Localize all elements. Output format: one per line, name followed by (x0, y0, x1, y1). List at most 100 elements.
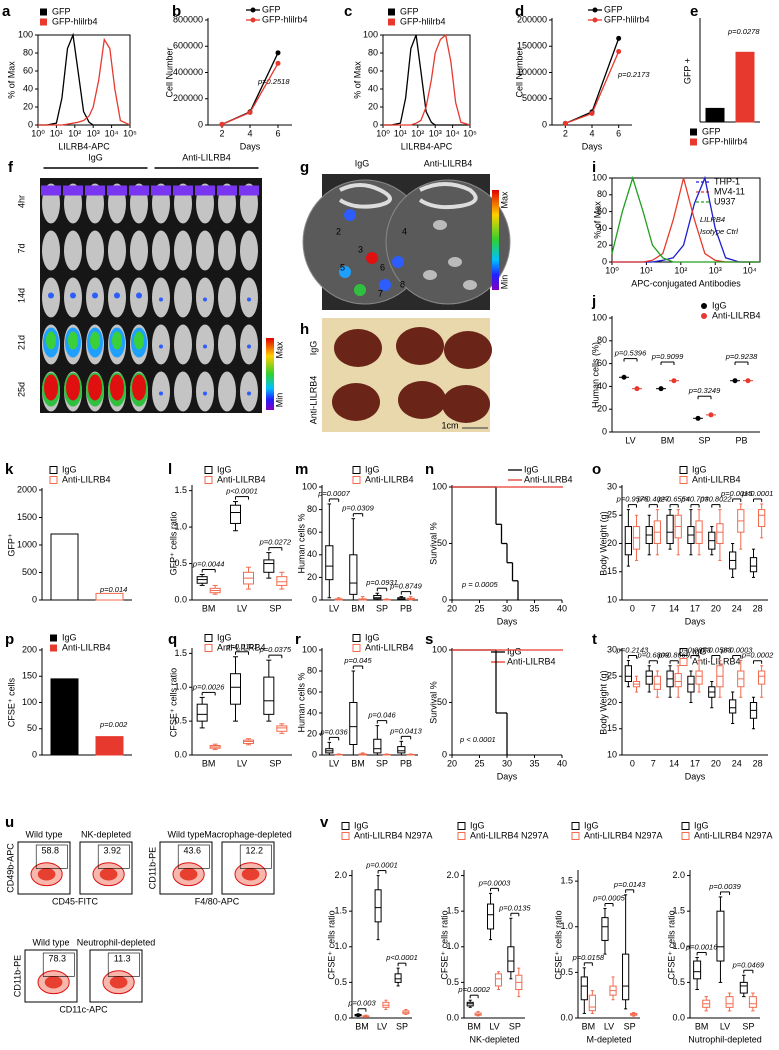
column-label: Anti-LILRB4 (182, 152, 231, 162)
color-scale (492, 190, 499, 290)
p-value: p=0.0044 (192, 559, 225, 568)
x-category-label: LV (720, 1021, 730, 1031)
mean-dot (745, 378, 751, 384)
y-axis-label: GFP + (682, 58, 692, 84)
plot-frame (382, 34, 471, 126)
x-tick-label: 30 (502, 603, 512, 613)
x-category-label: 14 (669, 758, 679, 768)
mouse (174, 230, 192, 271)
legend-swatch (204, 644, 213, 652)
y-tick-label: 60 (368, 65, 378, 75)
y-axis-label: Cell Number (164, 47, 174, 97)
organ-signal (379, 279, 391, 291)
legend-swatch (341, 822, 350, 830)
y-tick-label: 10 (607, 594, 617, 604)
panel-letter: f (8, 159, 14, 176)
box (325, 545, 334, 581)
p-value: p<0.0001 (741, 489, 774, 498)
p-value: p=0.036 (319, 727, 348, 736)
mouse (108, 230, 126, 271)
y-tick-label: 400000 (173, 67, 203, 77)
y-tick-label: 100 (18, 29, 33, 39)
dish (385, 179, 511, 305)
signal (66, 374, 80, 401)
p-value: p=0.6809 (637, 651, 670, 660)
box (196, 703, 208, 722)
legend-label: Anti-LILRB4 (692, 656, 741, 666)
legend-label: Anti-LILRB4 (507, 656, 556, 666)
point (562, 120, 568, 126)
organ-number: 7 (378, 288, 383, 298)
p-value: p=0.4027 (637, 495, 670, 504)
signal (247, 344, 251, 349)
mouse (174, 371, 192, 412)
flow-y-label: CD11b-PE (12, 955, 22, 997)
panel-letter: v (320, 814, 329, 831)
x-tick-label: 10⁰ (376, 128, 390, 138)
legend-label: GFP (604, 4, 623, 14)
intestine (338, 183, 392, 209)
panel-letter: r (295, 631, 301, 648)
p-value: p=0.9575 (616, 495, 649, 504)
organ-number: 6 (380, 262, 385, 272)
y-tick-label: 25 (607, 671, 617, 681)
x-category-label: 7 (651, 758, 656, 768)
y-tick-label: 100 (432, 644, 447, 654)
panel-letter: g (300, 159, 309, 176)
legend-label: Anti-LILRB4 (62, 642, 111, 652)
legend-label: U937 (714, 196, 736, 206)
y-tick-label: 0 (312, 749, 317, 759)
legend-label: GFP (400, 6, 419, 16)
x-category-label: BM (695, 1021, 709, 1031)
p-value: p=0.8749 (389, 582, 422, 591)
box (263, 559, 275, 573)
x-tick-label: 25 (474, 603, 484, 613)
x-axis-label: APC-conjugated Antibodies (631, 278, 741, 288)
x-category-label: 24 (732, 603, 742, 613)
gate-value: 43.6 (183, 845, 201, 855)
legend-swatch (352, 644, 361, 652)
box (349, 702, 358, 745)
row-label: 21d (16, 335, 26, 350)
signal (92, 292, 98, 299)
y-axis-label: GFP⁺ (6, 533, 16, 557)
legend-label: IgG (712, 300, 727, 310)
x-category-label: 0 (630, 758, 635, 768)
panel-letter: i (592, 159, 596, 176)
mouse (64, 230, 82, 271)
y-tick-label: 1500 (17, 512, 37, 522)
organ-number: 2 (336, 226, 341, 236)
x-tick-label: 6 (616, 128, 621, 138)
legend-swatch (250, 17, 256, 23)
box (716, 523, 724, 544)
color-scale (266, 338, 274, 410)
legend-label: MV4-11 (714, 186, 745, 196)
scale-label: Max (274, 341, 284, 359)
x-category-label: BM (202, 758, 216, 768)
legend-swatch (679, 476, 688, 484)
mouse (218, 230, 236, 271)
x-category-label: LV (237, 758, 247, 768)
point (275, 50, 281, 56)
y-tick-label: 50 (27, 723, 37, 733)
y-tick-label: 100 (302, 481, 317, 491)
legend-label: Anti-LILRB4 (365, 474, 414, 484)
x-tick-label: 10² (68, 128, 81, 138)
y-tick-label: 0.0 (174, 749, 187, 759)
legend-label: IgG (365, 464, 380, 474)
x-category-label: 24 (732, 758, 742, 768)
p-value: p=0.0026 (192, 682, 225, 691)
box (739, 981, 748, 994)
legend-label: IgG (584, 820, 599, 830)
bar (50, 533, 79, 601)
signal (114, 292, 120, 299)
box (748, 996, 757, 1008)
legend-label: Anti-LILRB4 (692, 474, 741, 484)
gate (97, 844, 130, 869)
mouse (218, 324, 236, 365)
p-value: p=0.0001 (365, 861, 398, 870)
y-axis-label: Survival % (428, 522, 438, 565)
scale-label: Min (499, 275, 509, 290)
y-tick-label: 1.0 (174, 521, 187, 531)
box (645, 670, 653, 685)
